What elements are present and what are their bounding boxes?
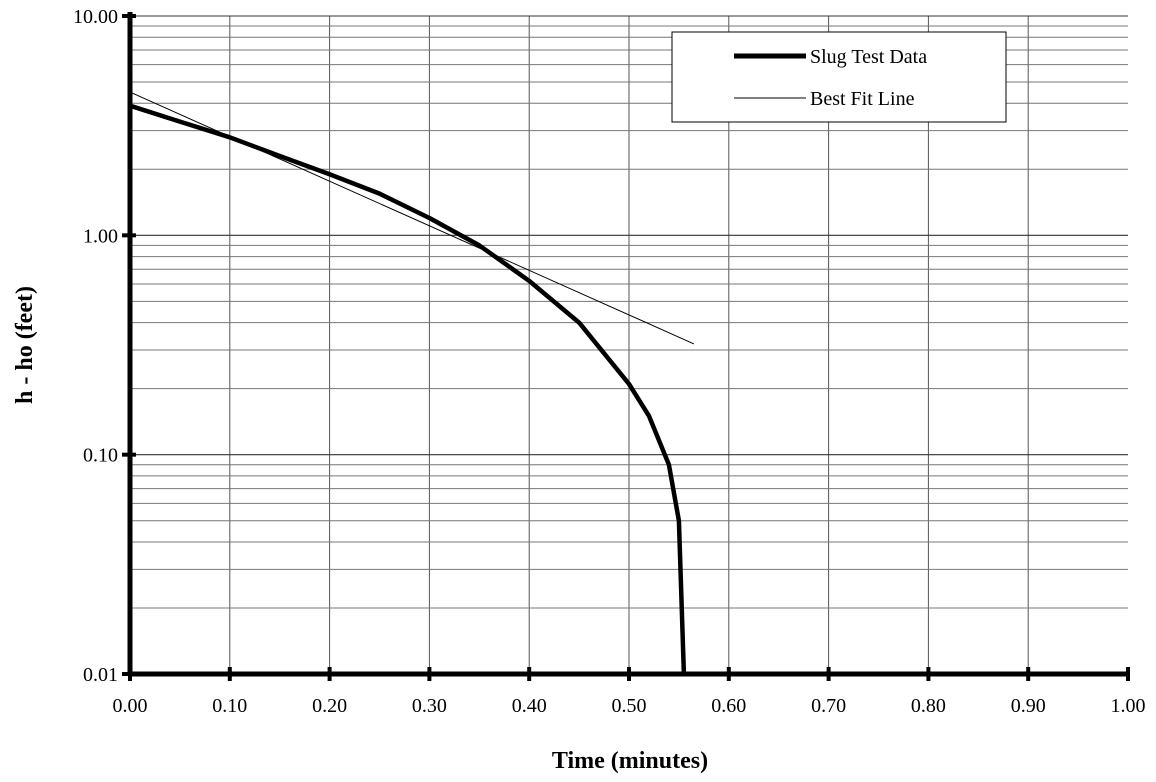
grid-lines	[130, 15, 1128, 674]
x-tick-label: 0.50	[612, 695, 647, 717]
x-tick-label: 0.70	[811, 695, 846, 717]
legend-box	[671, 31, 1007, 123]
axes	[122, 12, 1130, 681]
x-tick-label: 0.00	[113, 695, 148, 717]
y-tick-label: 10.00	[73, 6, 118, 28]
y-axis-title: h - ho (feet)	[12, 286, 38, 404]
series-line-slug-test-data	[129, 103, 687, 675]
x-tick-label: 0.80	[911, 695, 946, 717]
x-tick-label: 0.30	[412, 695, 447, 717]
legend-label-slug-test-data: Slug Test Data	[810, 46, 927, 68]
x-tick-label: 1.00	[1111, 695, 1146, 717]
x-tick-label: 0.10	[212, 695, 247, 717]
series-lines	[129, 91, 695, 675]
y-tick-label: 1.00	[83, 225, 118, 247]
y-tick-label: 0.01	[83, 664, 118, 686]
x-tick-label: 0.60	[711, 695, 746, 717]
x-axis-title: Time (minutes)	[552, 748, 708, 774]
y-tick-label: 0.10	[83, 445, 118, 467]
series-line-best-fit-line	[129, 91, 695, 345]
tick-labels: 0.00 0.10 0.20 0.30 0.40 0.50 0.60 0.70 0.80 0.90…	[73, 6, 1146, 717]
legend: Slug Test Data Best Fit Line	[671, 31, 1007, 123]
x-tick-label: 0.40	[512, 695, 547, 717]
x-tick-label: 0.20	[312, 695, 347, 717]
legend-label-best-fit-line: Best Fit Line	[810, 88, 915, 110]
x-tick-label: 0.90	[1011, 695, 1046, 717]
